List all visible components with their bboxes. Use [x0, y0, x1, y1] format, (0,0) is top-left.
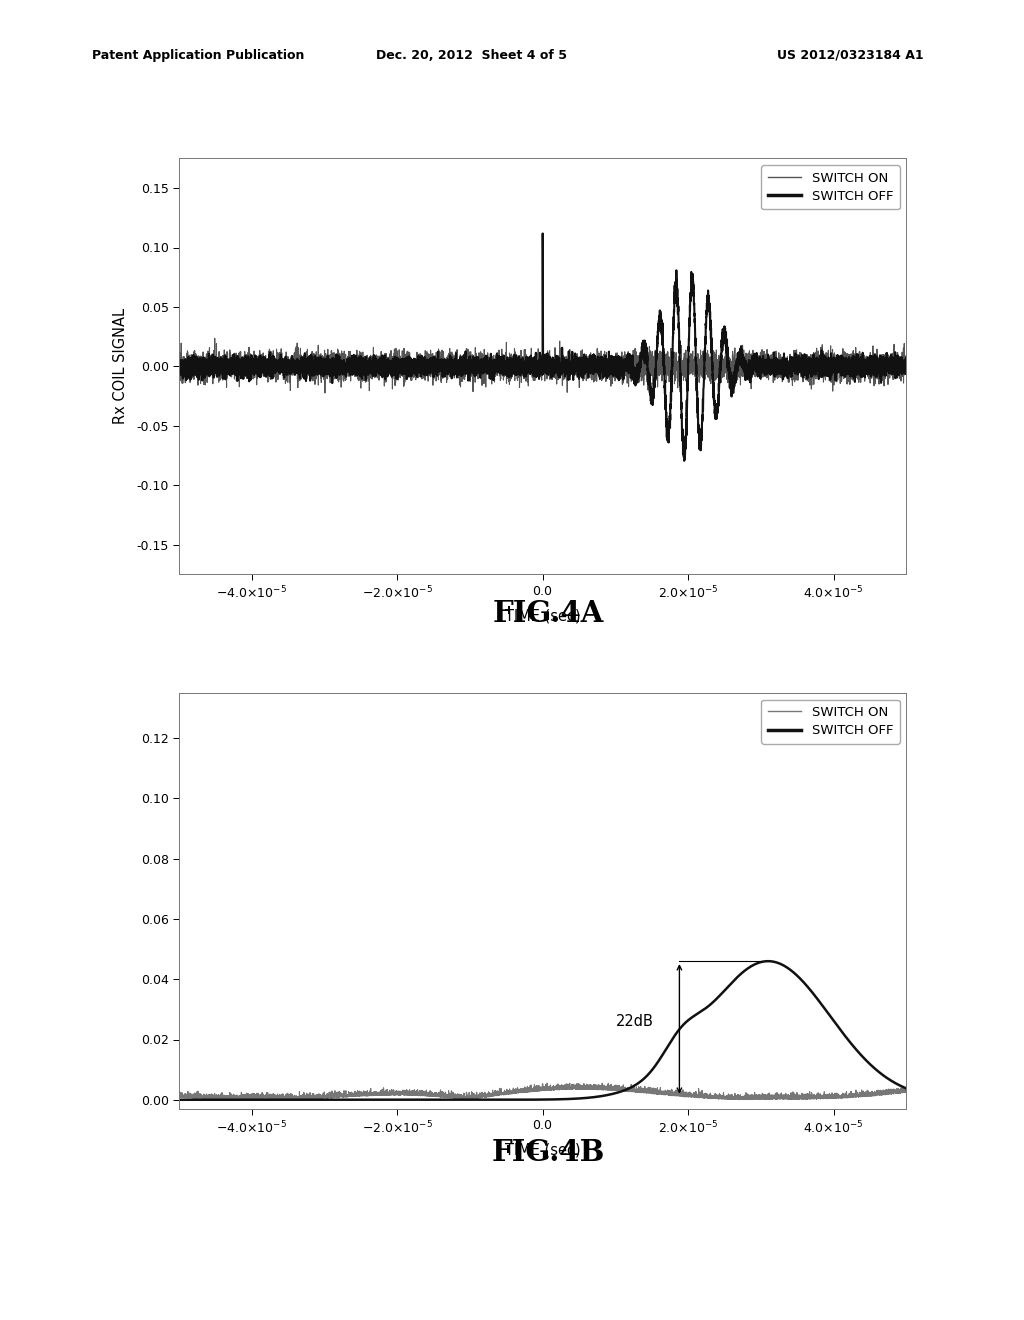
- SWITCH OFF: [436, 356, 449, 372]
- Legend: SWITCH ON, SWITCH OFF: SWITCH ON, SWITCH OFF: [762, 700, 900, 744]
- SWITCH ON: [900, 354, 912, 370]
- SWITCH OFF: [603, 1086, 615, 1102]
- SWITCH ON: [436, 368, 449, 384]
- SWITCH OFF: [635, 1073, 647, 1089]
- SWITCH ON: [173, 1089, 185, 1105]
- Line: SWITCH ON: SWITCH ON: [179, 1084, 906, 1100]
- SWITCH ON: [712, 1089, 724, 1105]
- SWITCH OFF: [173, 364, 185, 380]
- SWITCH OFF: [436, 1092, 449, 1107]
- SWITCH ON: [635, 1082, 647, 1098]
- X-axis label: TIME (sec): TIME (sec): [505, 609, 581, 623]
- SWITCH ON: [436, 1088, 449, 1104]
- Text: FIG.4A: FIG.4A: [493, 599, 603, 628]
- SWITCH ON: [751, 351, 763, 367]
- X-axis label: TIME (sec): TIME (sec): [505, 1143, 581, 1158]
- Line: SWITCH OFF: SWITCH OFF: [179, 234, 906, 461]
- SWITCH OFF: [678, 453, 690, 469]
- SWITCH ON: [635, 339, 647, 355]
- SWITCH OFF: [210, 1092, 222, 1107]
- SWITCH OFF: [173, 1092, 185, 1107]
- Text: Patent Application Publication: Patent Application Publication: [92, 49, 304, 62]
- SWITCH OFF: [713, 391, 725, 407]
- SWITCH ON: [318, 385, 331, 401]
- Y-axis label: Rx COIL SIGNAL: Rx COIL SIGNAL: [113, 309, 128, 424]
- Text: 22dB: 22dB: [616, 1014, 654, 1030]
- Text: FIG.4B: FIG.4B: [492, 1138, 604, 1167]
- SWITCH OFF: [900, 362, 912, 378]
- SWITCH OFF: [762, 953, 774, 969]
- SWITCH ON: [173, 360, 185, 376]
- SWITCH ON: [733, 1092, 745, 1107]
- SWITCH ON: [210, 1090, 222, 1106]
- SWITCH OFF: [900, 1081, 912, 1097]
- Text: Dec. 20, 2012  Sheet 4 of 5: Dec. 20, 2012 Sheet 4 of 5: [376, 49, 566, 62]
- SWITCH OFF: [603, 356, 615, 372]
- SWITCH ON: [751, 1090, 763, 1106]
- SWITCH ON: [209, 330, 221, 346]
- SWITCH OFF: [751, 956, 763, 972]
- SWITCH OFF: [210, 363, 222, 379]
- SWITCH OFF: [751, 356, 763, 372]
- SWITCH OFF: [712, 989, 724, 1005]
- SWITCH OFF: [635, 348, 647, 364]
- Line: SWITCH ON: SWITCH ON: [179, 338, 906, 393]
- SWITCH ON: [210, 359, 222, 375]
- SWITCH ON: [603, 358, 615, 374]
- SWITCH OFF: [537, 226, 549, 242]
- Line: SWITCH OFF: SWITCH OFF: [179, 961, 906, 1100]
- SWITCH ON: [603, 1081, 615, 1097]
- SWITCH ON: [713, 359, 725, 375]
- Legend: SWITCH ON, SWITCH OFF: SWITCH ON, SWITCH OFF: [762, 165, 900, 210]
- SWITCH ON: [541, 1076, 553, 1092]
- SWITCH ON: [900, 1085, 912, 1101]
- Text: US 2012/0323184 A1: US 2012/0323184 A1: [776, 49, 924, 62]
